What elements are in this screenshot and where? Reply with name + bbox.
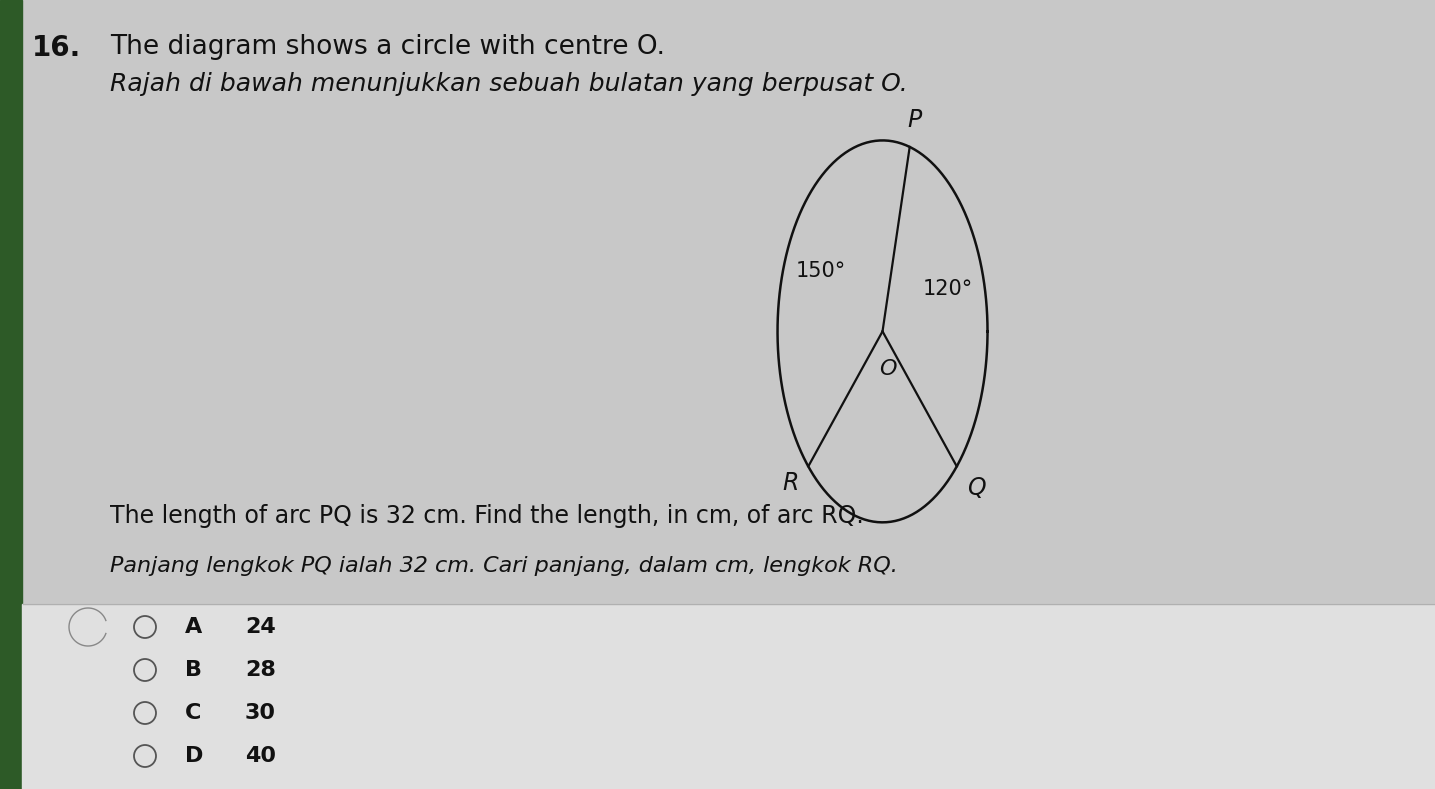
Text: The diagram shows a circle with centre O.: The diagram shows a circle with centre O… xyxy=(110,34,664,60)
Text: Panjang lengkok PQ ialah 32 cm. Cari panjang, dalam cm, lengkok RQ.: Panjang lengkok PQ ialah 32 cm. Cari pan… xyxy=(110,556,898,576)
Text: B: B xyxy=(185,660,202,680)
Text: Rajah di bawah menunjukkan sebuah bulatan yang berpusat O.: Rajah di bawah menunjukkan sebuah bulata… xyxy=(110,72,908,96)
Text: A: A xyxy=(185,617,202,637)
Text: C: C xyxy=(185,703,201,723)
Text: D: D xyxy=(185,746,204,766)
Text: 40: 40 xyxy=(245,746,276,766)
Text: 16.: 16. xyxy=(32,34,82,62)
Bar xyxy=(0,0,22,789)
Text: O: O xyxy=(878,359,897,380)
Text: R: R xyxy=(782,471,798,495)
Text: 28: 28 xyxy=(245,660,276,680)
Text: Q: Q xyxy=(967,477,986,500)
Text: The length of arc PQ is 32 cm. Find the length, in cm, of arc RQ.: The length of arc PQ is 32 cm. Find the … xyxy=(110,504,864,528)
Text: 120°: 120° xyxy=(923,279,973,299)
Text: 150°: 150° xyxy=(795,261,845,281)
Text: 30: 30 xyxy=(245,703,276,723)
Text: 24: 24 xyxy=(245,617,276,637)
Text: P: P xyxy=(907,108,921,132)
Bar xyxy=(22,604,1435,789)
